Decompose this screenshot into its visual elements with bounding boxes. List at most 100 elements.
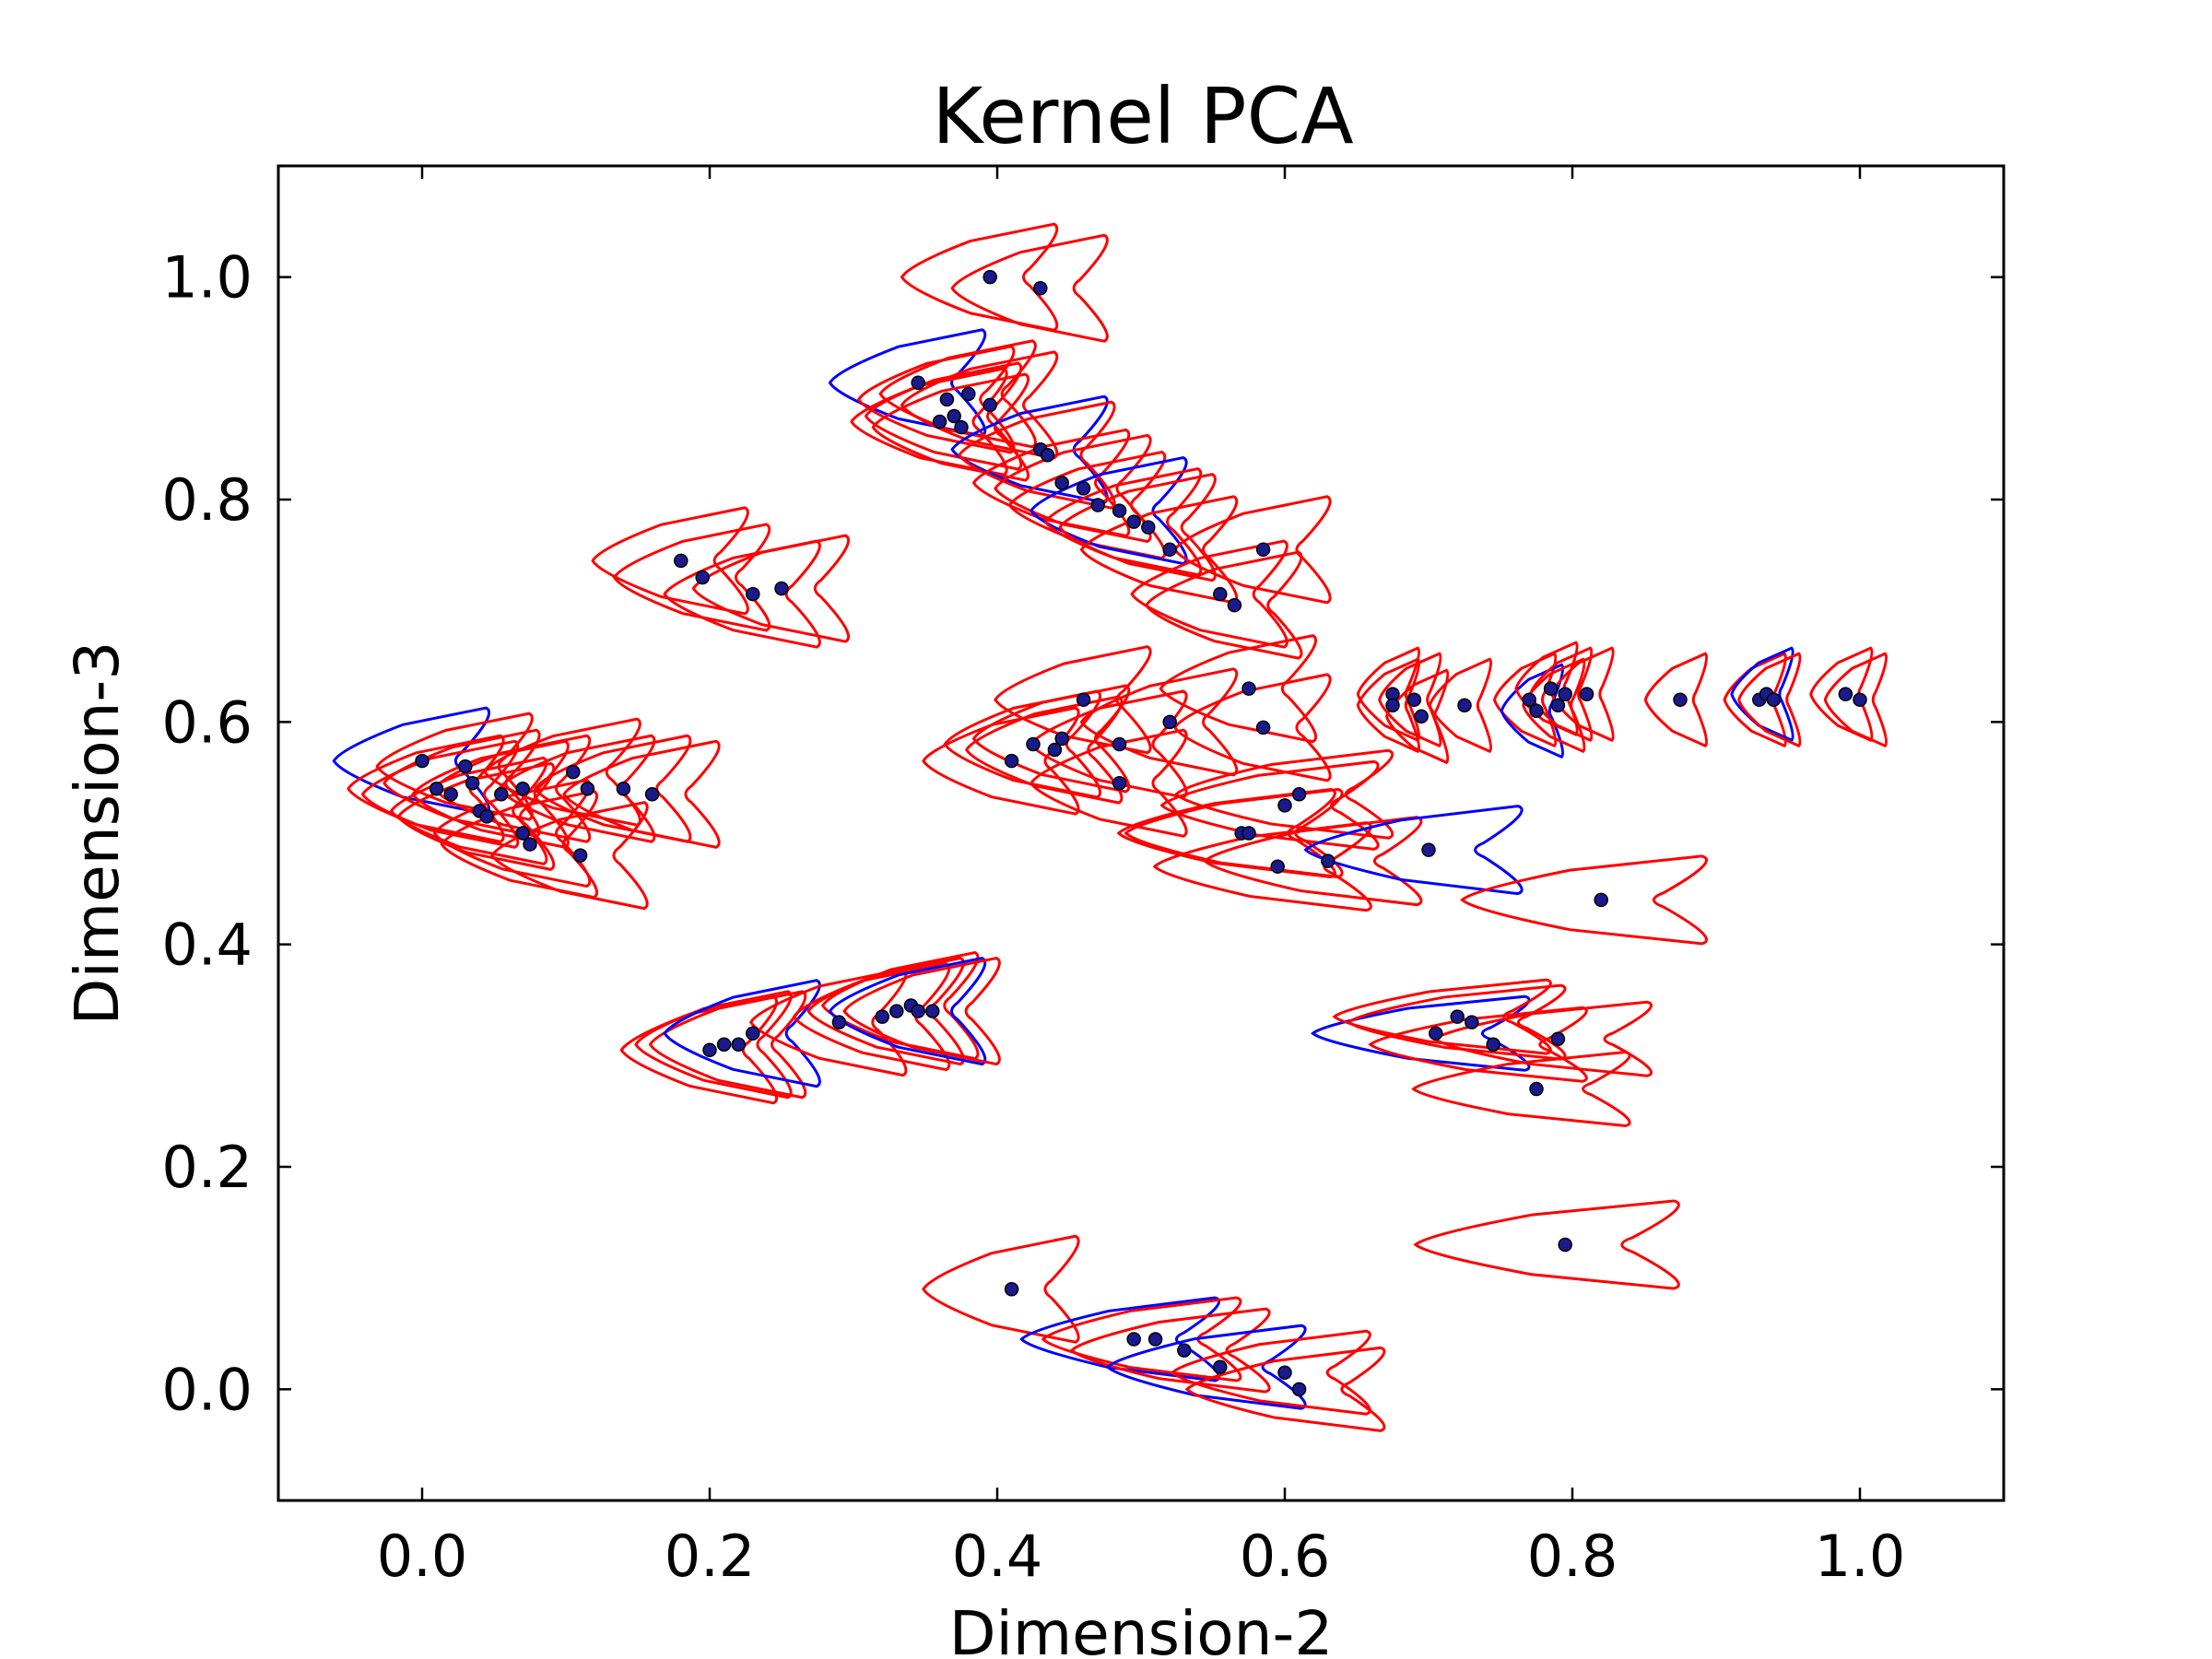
y-tick-label: 0.8	[161, 466, 253, 534]
data-point	[1550, 1031, 1566, 1046]
data-point	[1277, 798, 1292, 813]
data-point	[1270, 859, 1285, 874]
data-point	[1255, 542, 1271, 558]
data-point	[1040, 447, 1055, 463]
contour-outline	[1203, 816, 1423, 907]
data-point	[1421, 842, 1436, 857]
data-point	[1162, 714, 1177, 730]
data-point	[1076, 481, 1091, 496]
data-point	[1255, 720, 1271, 735]
x-tick-label: 0.8	[1527, 1523, 1618, 1590]
contour-outline	[1105, 1324, 1307, 1410]
contour-outline	[1356, 646, 1421, 742]
contour-outline	[950, 233, 1109, 343]
data-point	[1213, 586, 1228, 602]
y-tick-label: 0.2	[161, 1134, 253, 1201]
data-point	[458, 759, 473, 774]
contour-outline	[1460, 854, 1708, 946]
data-point	[1766, 692, 1782, 707]
data-point	[1033, 280, 1048, 296]
data-point	[1126, 514, 1141, 529]
data-point	[925, 1004, 940, 1018]
data-point	[1579, 687, 1594, 701]
contour-outline	[1303, 805, 1524, 896]
contour-outline	[1030, 456, 1188, 566]
contour-outline	[1311, 994, 1531, 1072]
contour-outline	[1159, 634, 1318, 744]
data-point	[1141, 520, 1156, 535]
y-axis-title: Dimension-3	[62, 641, 133, 1026]
y-tick-label: 0.0	[161, 1356, 253, 1423]
x-tick-label: 0.4	[952, 1523, 1043, 1590]
contour-outline	[828, 328, 987, 438]
data-point	[1522, 692, 1536, 707]
data-point	[1414, 709, 1429, 724]
data-point	[947, 408, 961, 424]
data-point	[1112, 503, 1127, 518]
data-point	[1543, 681, 1559, 696]
contour-outline	[1030, 689, 1188, 799]
data-point	[1594, 892, 1608, 908]
contour-outline	[1030, 728, 1188, 838]
contour-outline	[562, 739, 721, 849]
chart-title: Kernel PCA	[932, 71, 1353, 161]
contour-outline	[332, 706, 491, 816]
data-point	[1558, 687, 1572, 701]
contour-outline	[850, 367, 1008, 477]
contour-outline	[922, 1234, 1080, 1344]
contour-outline	[971, 684, 1131, 794]
data-point	[644, 787, 660, 802]
data-point	[1054, 476, 1069, 490]
y-tick-label: 0.6	[161, 688, 253, 756]
contour-outline	[1368, 1006, 1588, 1083]
contour-outline	[856, 345, 1016, 454]
contour-outline	[1737, 652, 1802, 747]
data-point	[911, 375, 925, 391]
data-point	[1054, 731, 1069, 747]
data-point	[932, 414, 947, 429]
contour-outline	[748, 968, 908, 1077]
data-point	[961, 386, 976, 402]
contour-outline	[971, 428, 1131, 537]
contour-outline	[591, 506, 749, 616]
contour-outline	[1522, 657, 1586, 754]
data-point	[523, 837, 537, 852]
contour-outline	[1184, 1346, 1386, 1432]
contour-outline	[634, 990, 793, 1100]
contour-outline	[1500, 663, 1565, 759]
data-point	[695, 570, 710, 585]
contour-outline	[1413, 1199, 1680, 1290]
x-tick-label: 0.6	[1240, 1523, 1331, 1590]
contour-outline	[648, 990, 807, 1100]
data-point	[429, 781, 444, 796]
contour-outline	[663, 979, 821, 1088]
data-point	[1241, 826, 1256, 841]
data-point	[1026, 736, 1041, 752]
y-tick-label: 1.0	[161, 244, 253, 312]
data-point	[746, 586, 760, 602]
contour-outline	[871, 372, 1030, 482]
contour-outline	[1079, 667, 1239, 777]
data-point	[1112, 775, 1127, 791]
contour-outline	[900, 222, 1059, 332]
data-point	[875, 1009, 889, 1024]
contour-outline	[900, 350, 1059, 460]
point-layer	[415, 269, 1867, 1397]
contour-outline	[663, 539, 821, 649]
data-point	[1277, 1365, 1292, 1380]
data-point	[1465, 1015, 1479, 1030]
data-point	[616, 781, 631, 796]
contour-outline	[1428, 657, 1493, 754]
contour-outline	[1144, 550, 1303, 660]
x-tick-label: 0.0	[377, 1523, 468, 1590]
contour-outline	[1019, 1296, 1221, 1382]
data-point	[731, 1037, 746, 1053]
contour-outline	[1069, 1307, 1271, 1394]
data-point	[1385, 698, 1400, 712]
data-point	[1321, 853, 1335, 868]
data-point	[1126, 1332, 1141, 1347]
data-point	[1486, 1037, 1500, 1053]
contour-outline	[1643, 652, 1709, 747]
